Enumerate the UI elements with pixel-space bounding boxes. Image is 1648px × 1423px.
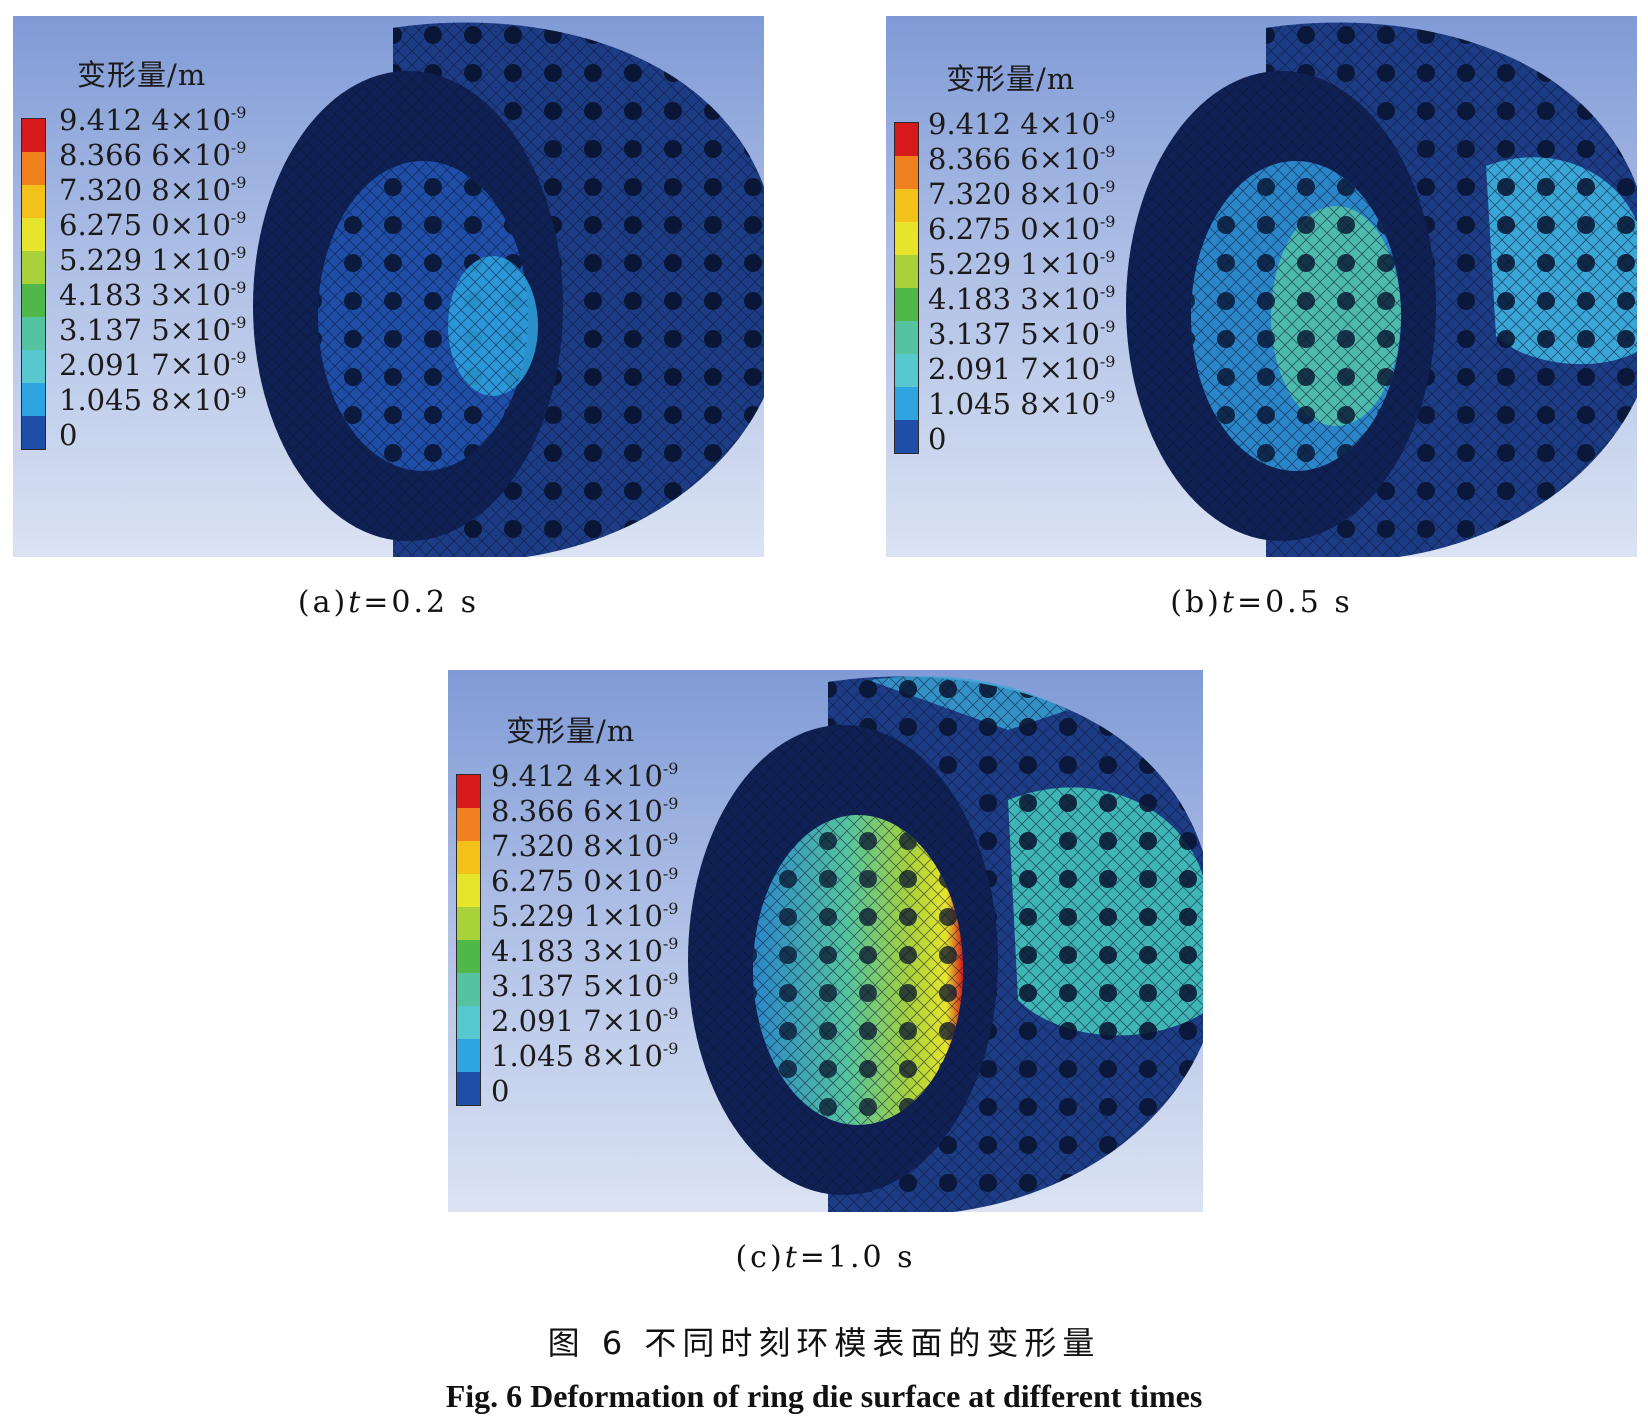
legend-tick: 2.091 7×10-9 [928, 352, 1116, 386]
legend-tick: 4.183 3×10-9 [928, 282, 1116, 316]
legend-tick: 6.275 0×10-9 [928, 212, 1116, 246]
legend-tick: 2.091 7×10-9 [59, 348, 247, 382]
legend-tick: 4.183 3×10-9 [491, 934, 679, 968]
legend-tick: 6.275 0×10-9 [59, 208, 247, 242]
legend-tick: 5.229 1×10-9 [491, 899, 679, 933]
contour-panel-a: 变形量/m 9.412 4×10-9 8.366 6×10-9 7.320 8×… [13, 16, 764, 557]
ring-die-model-c [688, 676, 1203, 1212]
subfigure-caption-a: (a)t=0.2 s [297, 585, 480, 620]
legend-tick: 8.366 6×10-9 [928, 142, 1116, 176]
legend-tick: 6.275 0×10-9 [491, 864, 679, 898]
legend-title: 变形量/m [77, 58, 207, 92]
legend-tick: 0 [491, 1074, 510, 1108]
legend-tick: 3.137 5×10-9 [491, 969, 679, 1003]
ring-die-model-a [253, 22, 764, 557]
color-bar [456, 774, 481, 1106]
figure-caption-english: Fig. 6 Deformation of ring die surface a… [445, 1378, 1203, 1414]
legend-tick: 9.412 4×10-9 [59, 103, 247, 137]
ring-die-model-b [1126, 22, 1637, 557]
legend-tick: 0 [928, 422, 947, 456]
legend-title: 变形量/m [946, 62, 1076, 96]
legend-tick: 9.412 4×10-9 [491, 759, 679, 793]
legend-tick: 7.320 8×10-9 [491, 829, 679, 863]
legend-tick: 7.320 8×10-9 [59, 173, 247, 207]
color-bar [894, 122, 919, 454]
contour-panel-b: 变形量/m 9.412 4×10-9 8.366 6×10-9 7.320 8×… [886, 16, 1637, 557]
legend-tick: 5.229 1×10-9 [928, 247, 1116, 281]
legend-tick: 1.045 8×10-9 [491, 1039, 679, 1073]
legend-tick: 4.183 3×10-9 [59, 278, 247, 312]
color-bar [21, 118, 46, 450]
figure-caption-chinese: 图 6 不同时刻环模表面的变形量 [547, 1324, 1101, 1362]
legend-tick: 8.366 6×10-9 [59, 138, 247, 172]
legend-tick: 2.091 7×10-9 [491, 1004, 679, 1038]
legend-tick: 1.045 8×10-9 [928, 387, 1116, 421]
legend-title: 变形量/m [506, 714, 636, 748]
legend-tick: 3.137 5×10-9 [928, 317, 1116, 351]
legend-tick: 5.229 1×10-9 [59, 243, 247, 277]
legend-tick: 8.366 6×10-9 [491, 794, 679, 828]
legend-tick: 9.412 4×10-9 [928, 107, 1116, 141]
subfigure-caption-c: (c)t=1.0 s [735, 1240, 916, 1275]
subfigure-caption-b: (b)t=0.5 s [1170, 585, 1353, 620]
legend-tick: 7.320 8×10-9 [928, 177, 1116, 211]
legend-tick: 3.137 5×10-9 [59, 313, 247, 347]
legend-tick: 1.045 8×10-9 [59, 383, 247, 417]
legend-tick: 0 [59, 418, 78, 452]
contour-panel-c: 变形量/m 9.412 4×10-9 8.366 6×10-9 7.320 8×… [448, 670, 1203, 1212]
